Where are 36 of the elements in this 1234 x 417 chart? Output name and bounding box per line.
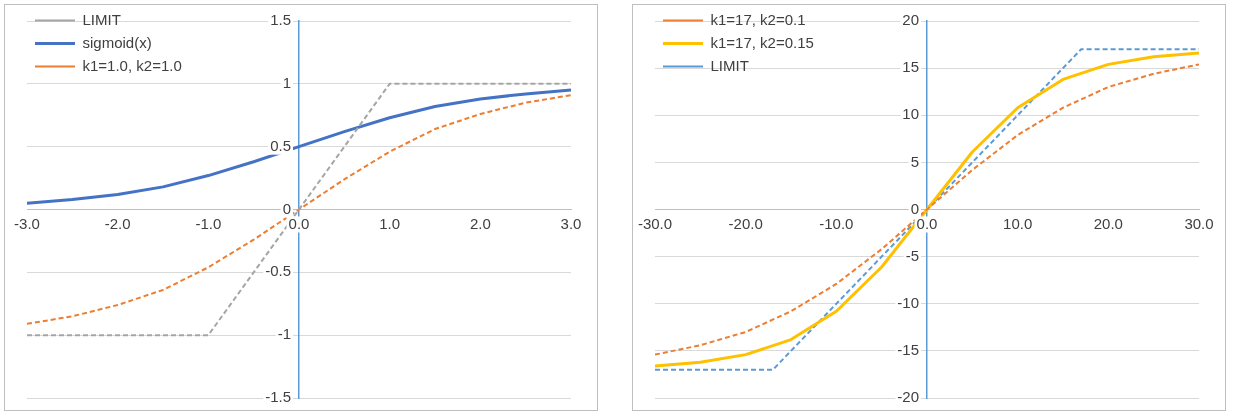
y-tick-label: 1 — [282, 73, 291, 91]
legend-label: sigmoid(x) — [82, 33, 152, 51]
x-tick-label: 0.0 — [916, 214, 938, 232]
y-tick-label: 0 — [282, 199, 291, 217]
x-tick-label: 30.0 — [1184, 214, 1214, 232]
legend-label: LIMIT — [82, 10, 121, 28]
y-tick-label: -1.5 — [265, 388, 291, 406]
x-tick-label: 2.0 — [469, 214, 491, 232]
x-tick-label: 10.0 — [1003, 214, 1033, 232]
y-tick-label: -1 — [277, 325, 291, 343]
x-tick-label: -20.0 — [728, 214, 763, 232]
x-tick-label: 1.0 — [379, 214, 401, 232]
x-tick-label: 20.0 — [1093, 214, 1123, 232]
x-tick-label: 3.0 — [560, 214, 582, 232]
y-tick-label: -5 — [905, 246, 919, 264]
legend-label: LIMIT — [710, 56, 749, 74]
x-tick-label: -2.0 — [104, 214, 131, 232]
x-tick-label: -30.0 — [637, 214, 673, 232]
x-tick-label: -1.0 — [195, 214, 222, 232]
y-tick-label: 1.5 — [270, 11, 291, 29]
y-tick-label: 0.5 — [270, 136, 291, 154]
x-tick-label: 0.0 — [288, 214, 310, 232]
x-tick-label: -3.0 — [14, 214, 40, 232]
y-tick-label: 5 — [910, 152, 919, 170]
y-tick-label: -10 — [897, 293, 919, 311]
y-tick-label: -15 — [897, 341, 919, 359]
y-tick-label: 10 — [902, 105, 919, 123]
y-tick-label: -20 — [897, 388, 919, 406]
y-tick-label: -0.5 — [265, 262, 291, 280]
y-tick-label: 15 — [902, 58, 919, 76]
legend-label: k1=17, k2=0.1 — [710, 10, 806, 28]
legend-label: k1=1.0, k2=1.0 — [82, 56, 182, 74]
legend-label: k1=17, k2=0.15 — [710, 33, 814, 51]
x-tick-label: -10.0 — [819, 214, 854, 232]
y-tick-label: 20 — [902, 11, 919, 29]
y-tick-label: 0 — [910, 199, 919, 217]
